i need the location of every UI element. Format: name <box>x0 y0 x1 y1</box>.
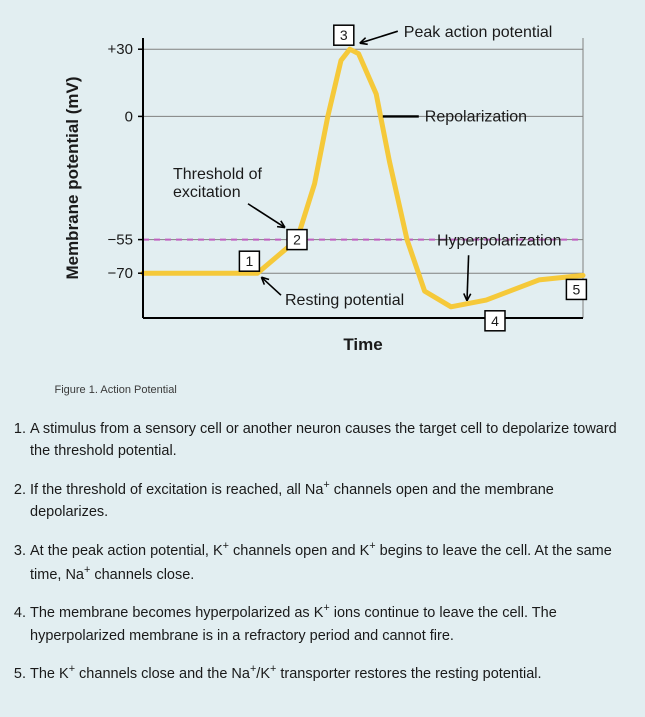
x-axis-label: Time <box>343 335 382 354</box>
y-tick-label: −55 <box>107 232 132 249</box>
svg-text:2: 2 <box>293 232 301 248</box>
annotation-label: excitation <box>173 184 241 201</box>
annotation-label: Hyperpolarization <box>437 233 562 250</box>
steps-list: A stimulus from a sensory cell or anothe… <box>8 418 637 685</box>
step-item: The membrane becomes hyperpolarized as K… <box>30 600 625 647</box>
annotation-label: Resting potential <box>285 292 404 309</box>
figure-container: +30 0 −55 −70 Membrane potential (mV) Time 3 Pe… <box>43 18 603 396</box>
y-tick-label: 0 <box>124 108 132 125</box>
y-axis-label: Membrane potential (mV) <box>63 76 82 279</box>
annotation-label: Threshold of <box>173 166 262 183</box>
step-item: The K+ channels close and the Na+/K+ tra… <box>30 661 625 685</box>
y-tick-label: +30 <box>107 41 132 58</box>
svg-text:5: 5 <box>572 281 580 297</box>
svg-text:3: 3 <box>339 27 347 43</box>
step-item: At the peak action potential, K+ channel… <box>30 538 625 587</box>
svg-text:4: 4 <box>491 313 499 329</box>
action-potential-chart: +30 0 −55 −70 Membrane potential (mV) Time 3 Pe… <box>43 18 603 378</box>
y-tick-label: −70 <box>107 265 132 282</box>
annotation-label: Peak action potential <box>403 24 552 41</box>
svg-text:1: 1 <box>245 253 253 269</box>
figure-caption: Figure 1. Action Potential <box>55 384 603 396</box>
annotation-label: Repolarization <box>424 108 526 125</box>
step-item: If the threshold of excitation is reache… <box>30 477 625 524</box>
step-item: A stimulus from a sensory cell or anothe… <box>30 418 625 463</box>
